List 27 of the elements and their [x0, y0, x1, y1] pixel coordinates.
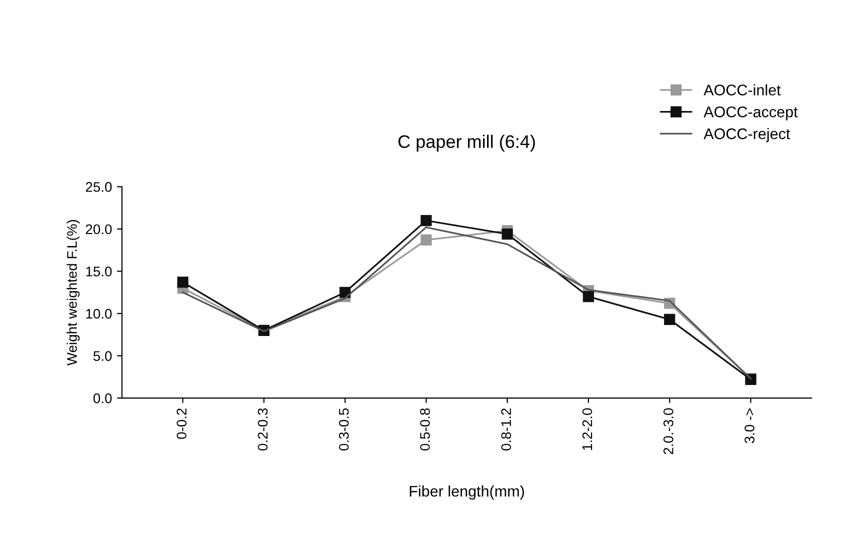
y-axis-title: Weight weighted F.L(%) — [66, 220, 80, 366]
point — [582, 291, 594, 302]
x-tick-label: 0.3-0.5 — [338, 408, 349, 450]
point — [340, 286, 351, 298]
point — [420, 214, 432, 226]
point — [664, 314, 676, 325]
x-tick-label: 0.5-0.8 — [420, 408, 430, 450]
y-tick-label: 20.0 — [86, 224, 112, 234]
point — [420, 234, 432, 246]
legend-label: AOCC-reject — [704, 128, 790, 142]
x-tick-label: 1.2-2.0 — [582, 408, 592, 450]
chart-title: C paper mill (6:4) — [398, 134, 535, 152]
legend-label: AOCC-accept — [704, 106, 798, 120]
y-tick-label: 25.0 — [86, 182, 112, 192]
y-tick-label: 10.0 — [86, 308, 112, 319]
y-tick-label: 15.0 — [86, 266, 112, 276]
y-tick-label: 5.0 — [93, 351, 112, 361]
point — [177, 276, 188, 288]
x-tick-label: 0.8-1.2 — [501, 408, 512, 450]
x-tick-label: 2.0.-3.0 — [663, 408, 674, 454]
legend-label: AOCC-inlet — [704, 84, 781, 96]
point — [502, 228, 513, 240]
x-tick-label: 0.2-0.3 — [258, 408, 268, 450]
y-tick-label: 0.0 — [93, 393, 112, 404]
x-tick-label: 3.0 -> — [744, 408, 754, 444]
x-tick-label: 0-0.2 — [176, 408, 187, 439]
x-axis-title: Fiber length(mm) — [410, 485, 524, 500]
